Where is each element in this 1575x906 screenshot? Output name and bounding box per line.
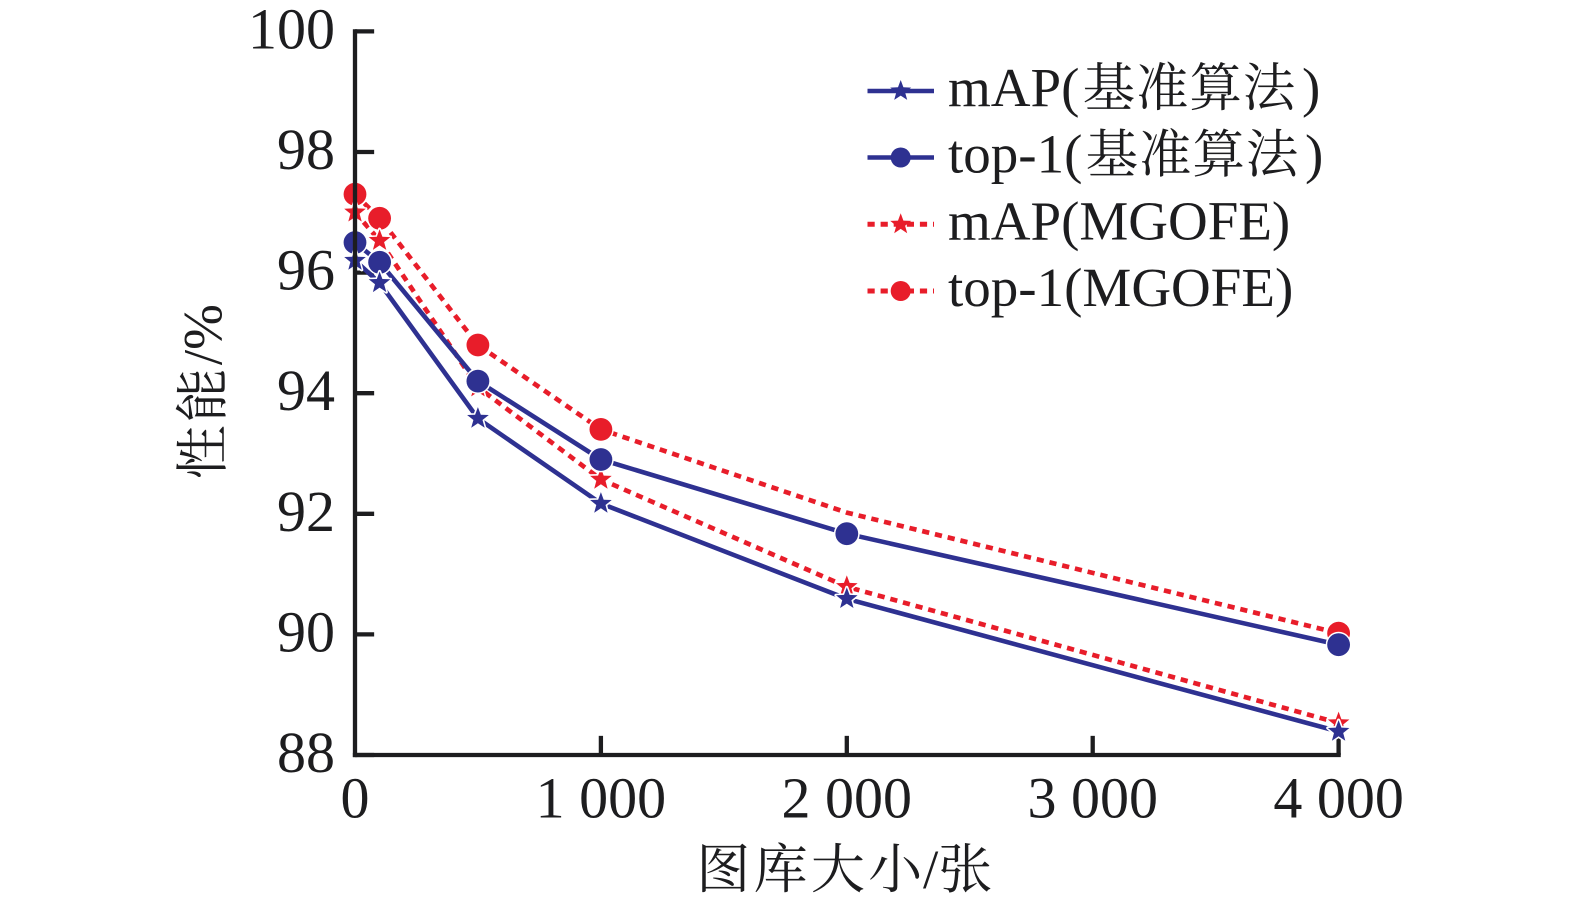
svg-text:3 000: 3 000 — [1027, 766, 1158, 831]
svg-text:88: 88 — [277, 720, 335, 785]
svg-text:98: 98 — [277, 117, 335, 182]
svg-text:90: 90 — [277, 599, 335, 664]
svg-text:96: 96 — [277, 238, 335, 303]
svg-text:1 000: 1 000 — [536, 766, 667, 831]
svg-text:mAP(: mAP( — [948, 57, 1079, 118]
svg-text:2 000: 2 000 — [782, 766, 913, 831]
svg-text:4 000: 4 000 — [1273, 766, 1404, 831]
svg-text:top-1(MGOFE): top-1(MGOFE) — [948, 257, 1293, 318]
svg-text:/%: /% — [173, 304, 234, 365]
svg-text:mAP(MGOFE): mAP(MGOFE) — [948, 190, 1290, 251]
svg-text:/: / — [923, 839, 939, 900]
svg-text:0: 0 — [341, 766, 370, 831]
svg-text:94: 94 — [277, 358, 335, 423]
svg-text:92: 92 — [277, 479, 335, 544]
svg-text:100: 100 — [248, 0, 335, 61]
svg-text:top-1(: top-1( — [948, 124, 1082, 185]
svg-text:): ) — [1302, 57, 1320, 118]
svg-text:): ) — [1305, 124, 1323, 185]
